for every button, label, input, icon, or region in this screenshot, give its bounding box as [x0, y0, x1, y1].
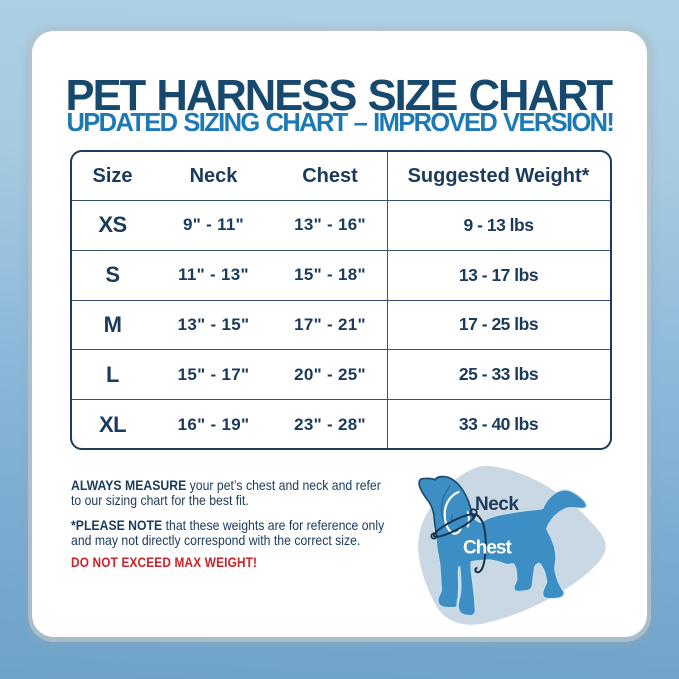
svg-text:Chest: Chest: [463, 538, 512, 559]
svg-text:Neck: Neck: [475, 494, 519, 515]
